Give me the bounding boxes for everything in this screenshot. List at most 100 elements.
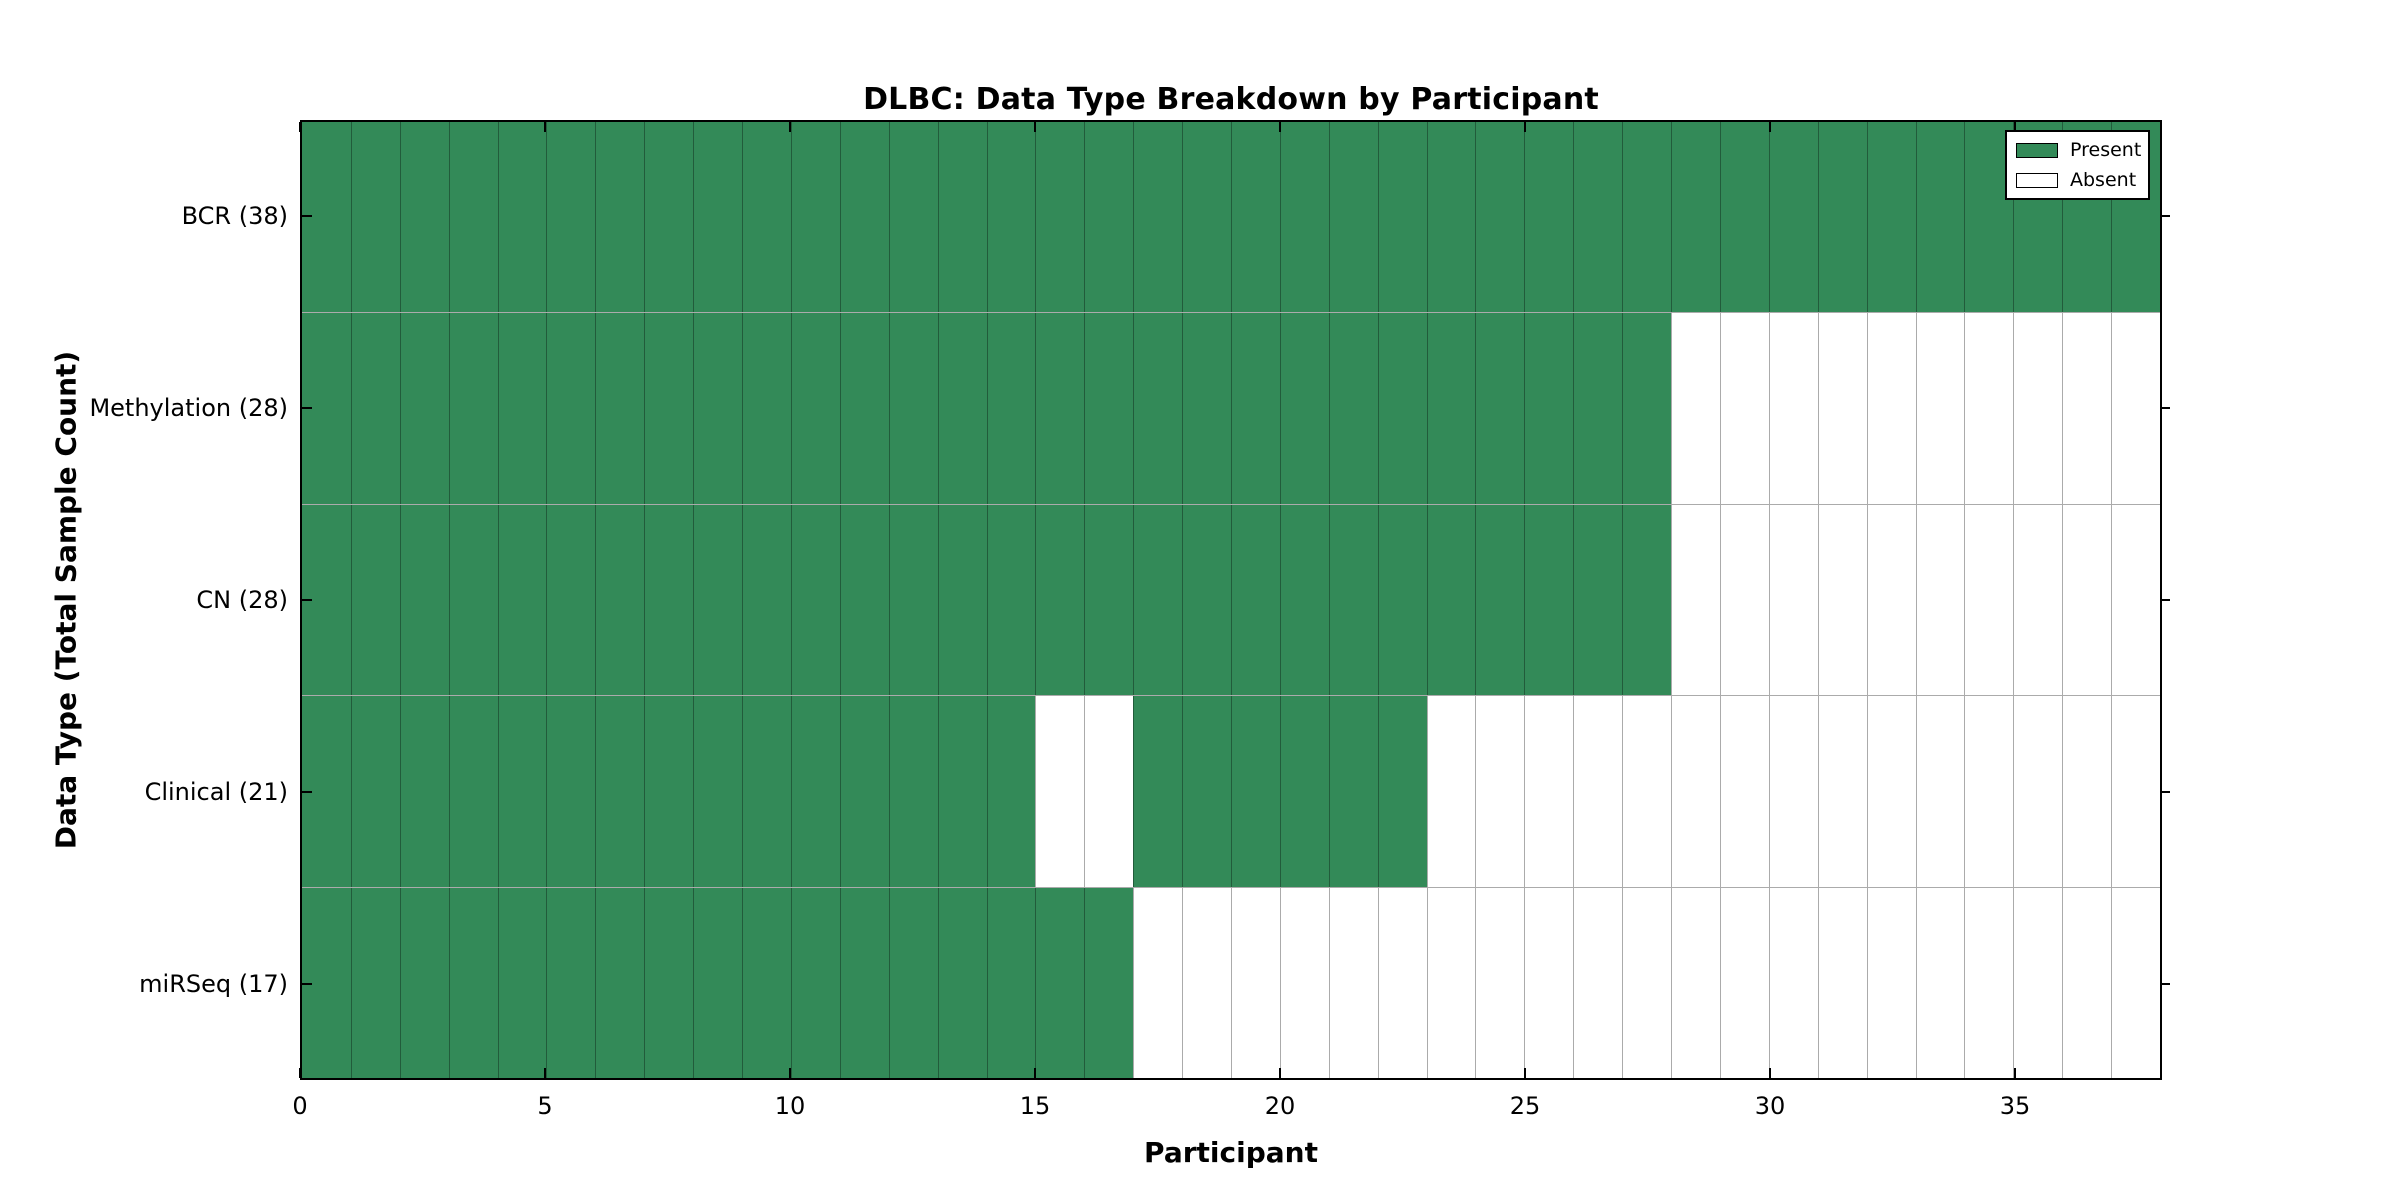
heatmap-cell <box>1524 504 1574 696</box>
heatmap-cell <box>1279 887 1329 1079</box>
heatmap-cell <box>350 504 400 696</box>
axis-tick <box>302 215 312 217</box>
heatmap-cell <box>1475 504 1525 696</box>
heatmap-cell <box>1866 122 1916 313</box>
heatmap-cell <box>1768 122 1818 313</box>
axis-tick <box>299 1068 301 1078</box>
heatmap-cell <box>2062 313 2112 504</box>
heatmap-cell <box>1573 122 1623 313</box>
heatmap-cell <box>448 122 498 313</box>
heatmap-cell <box>1279 504 1329 696</box>
axis-tick <box>1034 122 1036 132</box>
heatmap-cell <box>1915 696 1965 887</box>
axis-tick <box>1034 1068 1036 1078</box>
heatmap-cell <box>546 696 596 887</box>
axis-tick <box>1524 122 1526 132</box>
heatmap-cell <box>839 887 889 1079</box>
heatmap-cell <box>986 504 1036 696</box>
heatmap-cell <box>1817 696 1867 887</box>
y-tick-label: miRSeq (17) <box>139 970 288 998</box>
x-tick-label: 0 <box>292 1092 308 1120</box>
heatmap-cell <box>1671 887 1720 1079</box>
axis-tick <box>2014 1068 2016 1078</box>
heatmap-cell <box>1231 504 1280 696</box>
heatmap-cell <box>1328 504 1378 696</box>
heatmap-cell <box>2013 696 2063 887</box>
heatmap-cell <box>839 313 889 504</box>
heatmap-cell <box>790 122 840 313</box>
heatmap-cell <box>1622 313 1672 504</box>
heatmap-cell <box>1328 696 1378 887</box>
heatmap-cell <box>350 122 400 313</box>
heatmap-cell <box>742 504 791 696</box>
heatmap-cell <box>693 696 743 887</box>
heatmap-cell <box>1768 696 1818 887</box>
heatmap-cell <box>448 887 498 1079</box>
heatmap-cell <box>546 887 596 1079</box>
heatmap-cell <box>790 504 840 696</box>
heatmap-cell <box>2013 887 2063 1079</box>
heatmap-cell <box>399 887 449 1079</box>
heatmap-cell <box>888 313 938 504</box>
heatmap-cell <box>742 696 791 887</box>
y-tick-label: Methylation (28) <box>89 394 288 422</box>
heatmap-cell <box>546 122 596 313</box>
heatmap-cell <box>1475 887 1525 1079</box>
heatmap-cell <box>1084 504 1134 696</box>
heatmap-cell <box>1866 887 1916 1079</box>
heatmap-cell <box>1084 887 1134 1079</box>
heatmap-cell <box>497 122 547 313</box>
heatmap-cell <box>1377 504 1427 696</box>
x-tick-label: 5 <box>537 1092 553 1120</box>
heatmap-cell <box>1035 313 1085 504</box>
heatmap-cell <box>1182 313 1231 504</box>
heatmap-cell <box>1133 887 1183 1079</box>
heatmap-cell <box>937 313 987 504</box>
heatmap-cell <box>1622 696 1672 887</box>
heatmap-cell <box>1133 313 1183 504</box>
heatmap-cell <box>644 122 694 313</box>
heatmap-cell <box>546 504 596 696</box>
heatmap-cell <box>937 696 987 887</box>
heatmap-cell <box>2013 504 2063 696</box>
heatmap-cell <box>1035 887 1085 1079</box>
heatmap-row <box>302 695 2160 887</box>
heatmap-cell <box>1133 696 1183 887</box>
heatmap-cell <box>1328 887 1378 1079</box>
heatmap-cell <box>1182 696 1231 887</box>
heatmap-cell <box>1768 887 1818 1079</box>
heatmap-cell <box>350 887 400 1079</box>
heatmap-cell <box>1524 887 1574 1079</box>
heatmap-cell <box>2013 313 2063 504</box>
heatmap-cell <box>1573 696 1623 887</box>
heatmap-cell <box>986 122 1036 313</box>
heatmap-cell <box>1426 313 1476 504</box>
heatmap-cell <box>1573 313 1623 504</box>
heatmap-cell <box>986 887 1036 1079</box>
x-tick-label: 15 <box>1019 1092 1051 1120</box>
axis-tick <box>1769 122 1771 132</box>
heatmap-cell <box>1622 504 1672 696</box>
heatmap-cell <box>790 313 840 504</box>
y-tick-label: BCR (38) <box>181 202 288 230</box>
heatmap-cell <box>1573 887 1623 1079</box>
heatmap-cell <box>1231 122 1280 313</box>
axis-tick <box>1769 1068 1771 1078</box>
heatmap-cell <box>1866 696 1916 887</box>
heatmap-cell <box>1182 504 1231 696</box>
heatmap-cell <box>448 313 498 504</box>
heatmap-cell <box>937 887 987 1079</box>
heatmap-cell <box>302 887 351 1079</box>
heatmap-cell <box>693 887 743 1079</box>
heatmap-cell <box>986 696 1036 887</box>
heatmap-cell <box>1719 887 1769 1079</box>
heatmap-row <box>302 122 2160 313</box>
heatmap-cell <box>1768 313 1818 504</box>
heatmap-cell <box>644 504 694 696</box>
heatmap-cell <box>1475 122 1525 313</box>
heatmap-cell <box>1084 313 1134 504</box>
heatmap-cell <box>1622 887 1672 1079</box>
heatmap-cell <box>1524 696 1574 887</box>
axis-tick <box>2162 407 2170 409</box>
axis-tick <box>789 122 791 132</box>
